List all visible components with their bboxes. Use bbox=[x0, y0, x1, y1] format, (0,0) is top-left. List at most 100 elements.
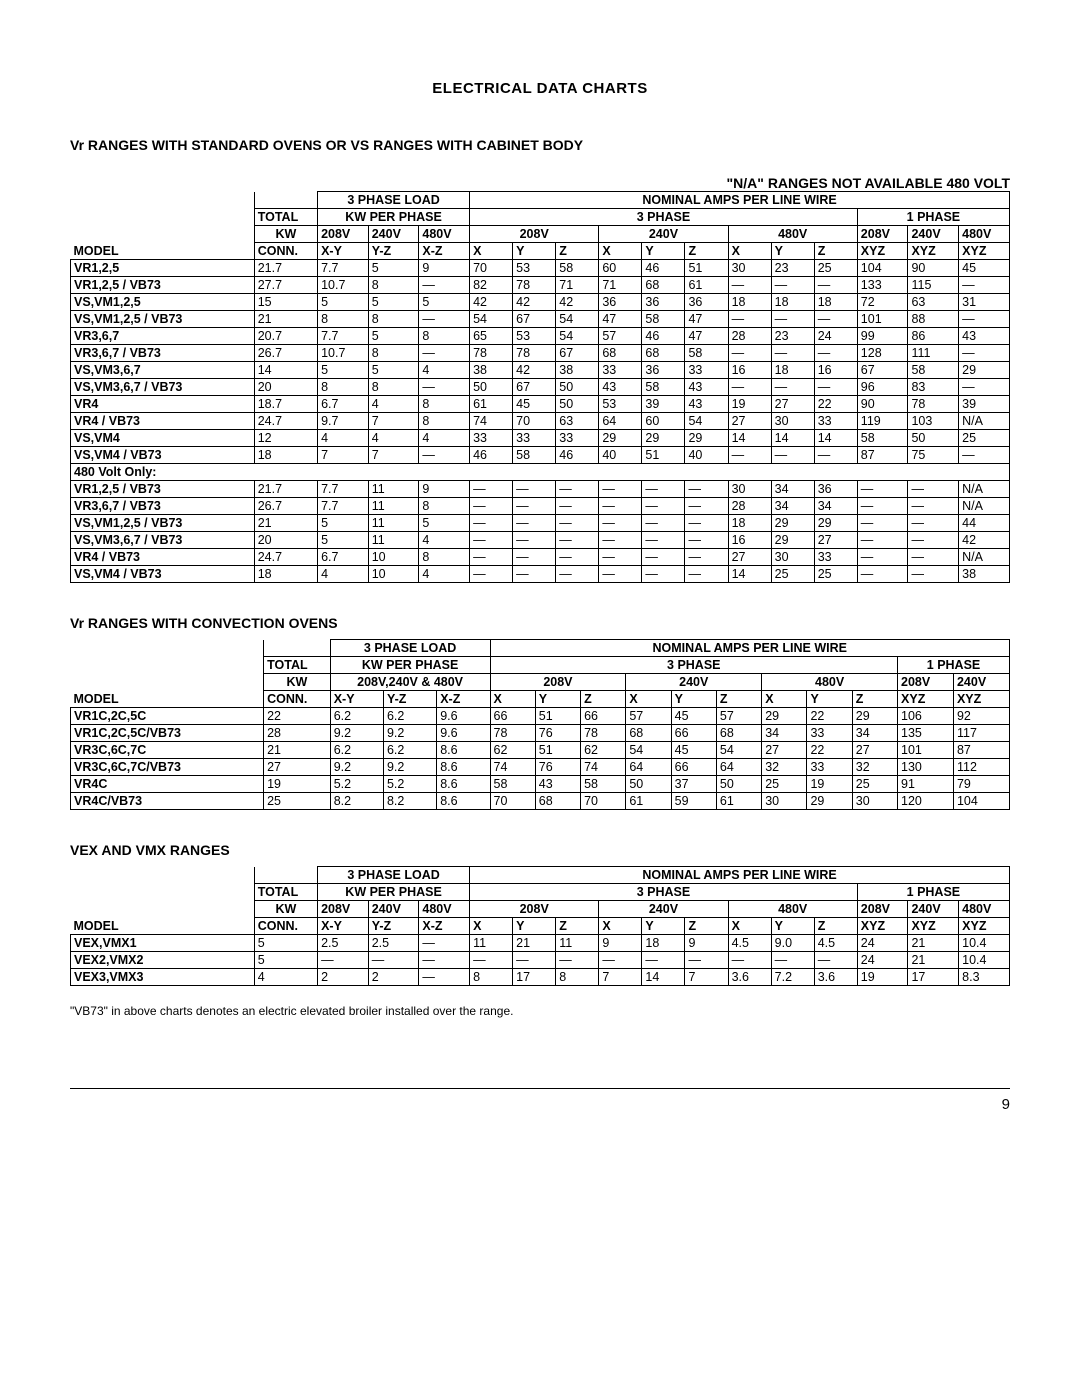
cell: — bbox=[642, 952, 685, 969]
cell: 2.5 bbox=[368, 935, 419, 952]
hdr-y: Y bbox=[771, 243, 814, 260]
cell: 20 bbox=[254, 532, 317, 549]
hdr-xyz: XYZ bbox=[953, 691, 1009, 708]
cell: 30 bbox=[852, 793, 897, 810]
cell: 9.2 bbox=[383, 725, 436, 742]
cell: 18 bbox=[771, 294, 814, 311]
hdr-3phase: 3 PHASE bbox=[470, 884, 858, 901]
cell: — bbox=[556, 566, 599, 583]
cell: 10.7 bbox=[318, 277, 369, 294]
cell: — bbox=[771, 277, 814, 294]
cell: 83 bbox=[908, 379, 959, 396]
hdr-a480: 480V bbox=[728, 226, 857, 243]
cell: 78 bbox=[470, 345, 513, 362]
hdr-nominal: NOMINAL AMPS PER LINE WIRE bbox=[470, 867, 1010, 884]
cell: 50 bbox=[716, 776, 761, 793]
cell: 43 bbox=[685, 379, 728, 396]
cell: 46 bbox=[642, 328, 685, 345]
cell: — bbox=[814, 277, 857, 294]
hdr-xz: X-Z bbox=[419, 918, 470, 935]
hdr-208v: 208V bbox=[318, 226, 369, 243]
cell: — bbox=[814, 447, 857, 464]
hdr-y: Y bbox=[771, 918, 814, 935]
cell: 72 bbox=[857, 294, 908, 311]
cell: 14 bbox=[642, 969, 685, 986]
cell: 101 bbox=[898, 742, 954, 759]
cell: 7.7 bbox=[318, 481, 369, 498]
cell: 5 bbox=[318, 294, 369, 311]
cell: 54 bbox=[685, 413, 728, 430]
cell: 70 bbox=[581, 793, 626, 810]
cell: 8.3 bbox=[959, 969, 1010, 986]
cell-model: VR1,2,5 / VB73 bbox=[71, 277, 255, 294]
cell: 40 bbox=[599, 447, 642, 464]
cell: 101 bbox=[857, 311, 908, 328]
cell: — bbox=[419, 345, 470, 362]
cell: 29 bbox=[807, 793, 852, 810]
cell: 63 bbox=[908, 294, 959, 311]
cell: 45 bbox=[671, 742, 716, 759]
cell: — bbox=[318, 952, 369, 969]
cell: — bbox=[419, 969, 470, 986]
hdr-kw: KW bbox=[264, 674, 331, 691]
cell: 90 bbox=[908, 260, 959, 277]
cell: 29 bbox=[771, 532, 814, 549]
cell: 33 bbox=[807, 759, 852, 776]
table-row: VR4C/VB73258.28.28.670687061596130293012… bbox=[71, 793, 1010, 810]
cell: 71 bbox=[556, 277, 599, 294]
cell: 62 bbox=[581, 742, 626, 759]
cell: 27.7 bbox=[254, 277, 317, 294]
cell: — bbox=[685, 952, 728, 969]
table-row: VS,VM3,6,714554384238333633161816675829 bbox=[71, 362, 1010, 379]
cell: 25 bbox=[814, 566, 857, 583]
cell: 58 bbox=[490, 776, 535, 793]
cell: 8 bbox=[318, 379, 369, 396]
page-title: ELECTRICAL DATA CHARTS bbox=[70, 80, 1010, 97]
cell: 30 bbox=[771, 549, 814, 566]
cell: 5 bbox=[368, 328, 419, 345]
table-2: MODEL 3 PHASE LOAD NOMINAL AMPS PER LINE… bbox=[70, 639, 1010, 810]
cell: — bbox=[642, 515, 685, 532]
hdr-total: TOTAL bbox=[254, 884, 317, 901]
cell-model: VEX2,VMX2 bbox=[71, 952, 255, 969]
cell: 24 bbox=[857, 935, 908, 952]
cell: 29 bbox=[852, 708, 897, 725]
cell: 4 bbox=[419, 566, 470, 583]
hdr-kw: KW bbox=[254, 226, 317, 243]
hdr-xyz: XYZ bbox=[857, 918, 908, 935]
hdr-208v: 208V bbox=[318, 901, 369, 918]
bottom-rule bbox=[70, 1088, 1010, 1089]
hdr-xy: X-Y bbox=[318, 918, 369, 935]
cell: 47 bbox=[685, 311, 728, 328]
cell: 7.7 bbox=[318, 498, 369, 515]
cell: 24 bbox=[814, 328, 857, 345]
cell: 9 bbox=[685, 935, 728, 952]
cell: 8.6 bbox=[437, 776, 490, 793]
cell: — bbox=[728, 345, 771, 362]
cell: 7 bbox=[368, 413, 419, 430]
cell: 60 bbox=[642, 413, 685, 430]
table-row: VS,VM1,2,5 / VB73215115——————182929——44 bbox=[71, 515, 1010, 532]
cell: 42 bbox=[470, 294, 513, 311]
cell: 117 bbox=[953, 725, 1009, 742]
cell: — bbox=[470, 532, 513, 549]
cell: 11 bbox=[368, 498, 419, 515]
cell: 18.7 bbox=[254, 396, 317, 413]
cell: 9 bbox=[419, 260, 470, 277]
cell: 119 bbox=[857, 413, 908, 430]
hdr-p208: 208V bbox=[898, 674, 954, 691]
cell: 66 bbox=[671, 725, 716, 742]
table-row: VR4 / VB7324.79.778747063646054273033119… bbox=[71, 413, 1010, 430]
cell: 5 bbox=[368, 294, 419, 311]
cell: — bbox=[419, 379, 470, 396]
cell: 5.2 bbox=[383, 776, 436, 793]
cell: 104 bbox=[857, 260, 908, 277]
cell: 21 bbox=[254, 515, 317, 532]
cell: 5 bbox=[318, 532, 369, 549]
cell: 31 bbox=[959, 294, 1010, 311]
cell: 42 bbox=[556, 294, 599, 311]
cell-model: VR1,2,5 bbox=[71, 260, 255, 277]
cell: 70 bbox=[470, 260, 513, 277]
cell: 91 bbox=[898, 776, 954, 793]
cell: 29 bbox=[959, 362, 1010, 379]
